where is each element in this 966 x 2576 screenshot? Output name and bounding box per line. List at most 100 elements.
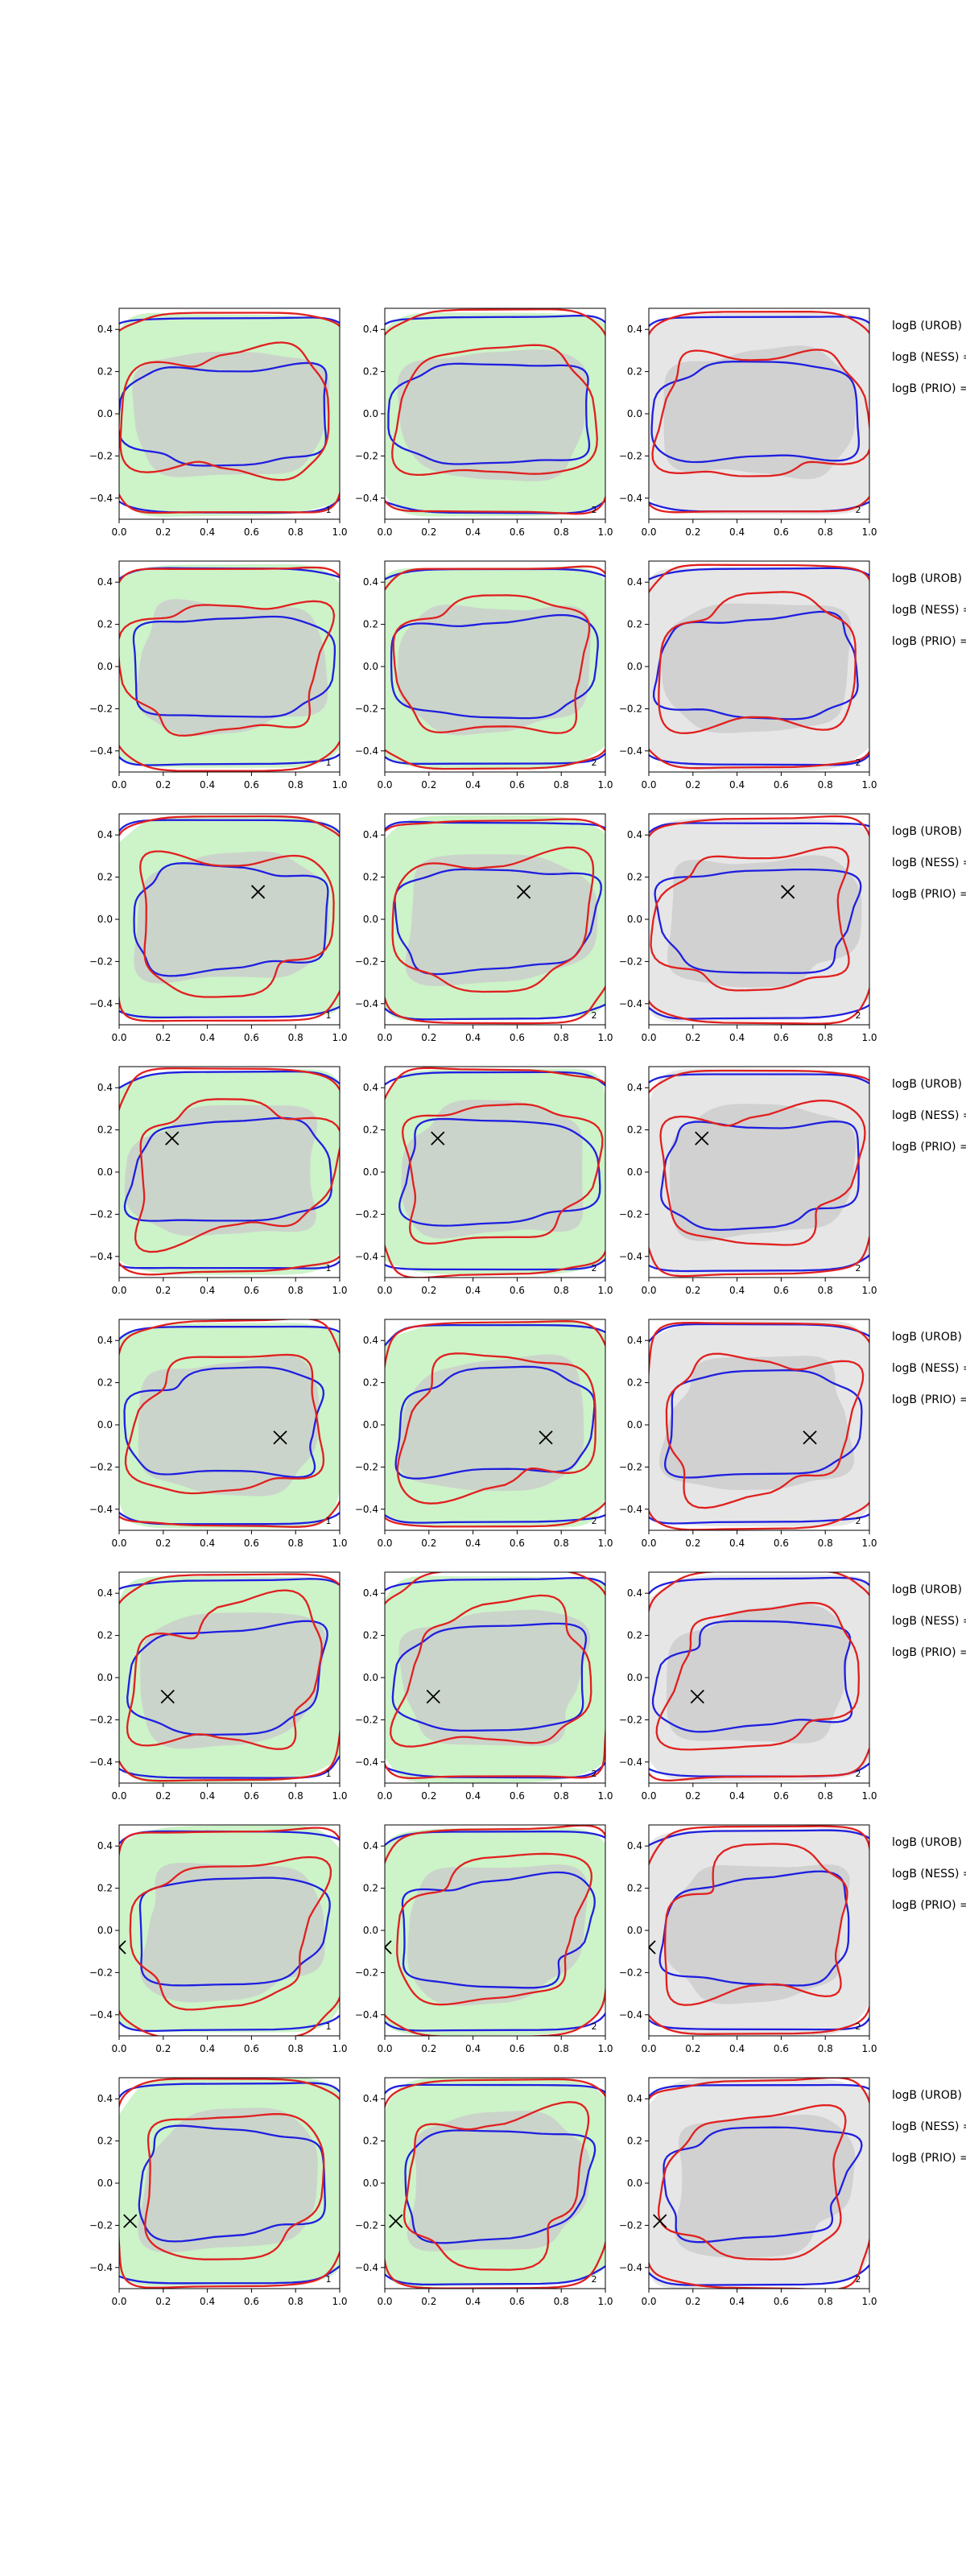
- y-tick-label: 0.2: [363, 366, 378, 378]
- inner-density-region: [397, 349, 588, 481]
- y-tick-label: 0.2: [627, 619, 642, 630]
- panel-corner-label: 2: [592, 1769, 597, 1779]
- logb-label: logB (PRIO) =: [892, 1141, 966, 1154]
- x-tick-label: 1.0: [597, 1032, 613, 1043]
- y-tick-label: 0.0: [627, 914, 642, 925]
- y-tick-label: 0.2: [363, 619, 378, 630]
- x-marker: [119, 1940, 126, 1955]
- y-tick-label: 0.2: [97, 1883, 113, 1894]
- x-tick-label: 0.2: [155, 1790, 171, 1802]
- x-marker: [803, 1430, 817, 1445]
- panel-r7-c3: 0.0 0.2 0.4 0.6 0.8 1.0 0.4 0.2 0.0 −0.2 −0.4 2: [619, 1824, 877, 2054]
- row-side-labels: logB (UROB) = logB (NESS) = logB (PRIO) =: [892, 1583, 966, 1659]
- blue-contour-outer: [119, 1830, 340, 2033]
- y-tick-label: 0.4: [627, 1840, 642, 1852]
- logb-label: logB (UROB) =: [892, 1836, 966, 1849]
- y-tick-label: 0.0: [363, 1672, 378, 1683]
- y-tick-label: 0.4: [363, 1587, 378, 1599]
- x-tick-label: 0.0: [377, 2043, 392, 2054]
- logb-label: logB (PRIO) =: [892, 382, 966, 395]
- red-contour-outer: [119, 1573, 340, 1782]
- red-contour-outer: [649, 1322, 869, 1530]
- blue-contour-inner: [650, 361, 861, 464]
- y-tick-label: 0.0: [363, 1166, 378, 1178]
- x-tick-label: 0.0: [111, 526, 126, 538]
- y-tick-label: −0.2: [619, 703, 642, 714]
- x-tick-label: 1.0: [332, 1790, 347, 1802]
- x-tick-label: 0.4: [729, 1538, 745, 1549]
- x-tick-label: 0.2: [421, 2296, 436, 2307]
- x-tick-label: 0.8: [554, 1285, 569, 1296]
- red-contour-inner: [144, 2113, 325, 2260]
- inner-density-region: [407, 1864, 588, 2006]
- y-tick-label: −0.4: [619, 493, 642, 504]
- x-marker: [649, 1940, 656, 1955]
- x-tick-label: 0.6: [510, 526, 525, 538]
- panel-r8-c3: 0.0 0.2 0.4 0.6 0.8 1.0 0.4 0.2 0.0 −0.2 −0.4 2: [619, 2077, 877, 2307]
- inner-density-region: [662, 603, 852, 733]
- x-tick-label: 0.6: [774, 779, 789, 791]
- red-contour-outer: [649, 2078, 869, 2289]
- x-tick-label: 0.4: [200, 779, 215, 791]
- blue-contour-inner: [390, 613, 599, 720]
- y-tick-label: −0.4: [89, 1504, 113, 1515]
- x-tick-label: 1.0: [332, 779, 347, 791]
- blue-contour-inner: [387, 362, 591, 465]
- red-contour-inner: [134, 1098, 340, 1253]
- red-contour-inner: [391, 344, 598, 477]
- x-tick-label: 1.0: [597, 2296, 613, 2307]
- x-tick-label: 0.0: [377, 526, 392, 538]
- x-tick-label: 0.4: [465, 1285, 481, 1296]
- x-tick-label: 0.8: [818, 526, 833, 538]
- logb-label: logB (NESS) =: [892, 1109, 966, 1122]
- x-tick-label: 0.4: [465, 2043, 481, 2054]
- y-tick-label: −0.4: [619, 1251, 642, 1262]
- y-tick-label: 0.2: [627, 366, 642, 378]
- x-tick-label: 1.0: [861, 2043, 877, 2054]
- x-tick-label: 0.2: [155, 779, 171, 791]
- inner-density-region: [669, 1104, 857, 1241]
- y-tick-label: −0.2: [89, 450, 113, 461]
- y-tick-label: 0.0: [97, 914, 113, 925]
- x-tick-label: 0.8: [554, 526, 569, 538]
- inner-density-region: [658, 1356, 855, 1490]
- logb-label: logB (UROB) =: [892, 320, 966, 332]
- panel-corner-label: 1: [326, 505, 332, 515]
- panel-r1-c2: 0.0 0.2 0.4 0.6 0.8 1.0 0.4 0.2 0.0 −0.2 −0.4 2: [355, 308, 613, 538]
- y-tick-label: 0.4: [627, 829, 642, 840]
- x-tick-label: 0.4: [200, 1032, 215, 1043]
- row-side-labels: logB (UROB) = logB (NESS) = logB (PRIO) =: [892, 320, 966, 395]
- y-tick-label: 0.2: [97, 1377, 113, 1389]
- x-tick-label: 0.8: [288, 1538, 303, 1549]
- x-tick-label: 0.0: [641, 526, 656, 538]
- y-tick-label: −0.2: [355, 1967, 378, 1978]
- y-tick-label: 0.0: [363, 661, 378, 672]
- x-tick-label: 0.8: [288, 2043, 303, 2054]
- logb-label: logB (UROB) =: [892, 1583, 966, 1596]
- y-tick-label: −0.4: [355, 1504, 378, 1515]
- y-tick-label: −0.2: [619, 1967, 642, 1978]
- red-contour-inner: [124, 1353, 325, 1495]
- blue-contour-inner: [401, 1871, 596, 1989]
- red-contour-outer: [649, 311, 869, 514]
- logb-label: logB (NESS) =: [892, 604, 966, 617]
- panel-corner-label: 1: [326, 1769, 332, 1779]
- blue-contour-outer: [119, 1578, 340, 1779]
- x-tick-label: 0.4: [200, 526, 215, 538]
- y-tick-label: −0.2: [89, 703, 113, 714]
- x-tick-label: 0.2: [685, 1538, 700, 1549]
- y-tick-label: −0.4: [619, 998, 642, 1009]
- x-tick-label: 1.0: [597, 1538, 613, 1549]
- blue-contour-inner: [119, 361, 328, 467]
- x-tick-label: 0.8: [288, 1790, 303, 1802]
- x-marker: [780, 885, 795, 899]
- x-tick-label: 0.4: [200, 2043, 215, 2054]
- x-tick-label: 0.0: [641, 1032, 656, 1043]
- y-tick-label: −0.2: [355, 2219, 378, 2231]
- red-contour-inner: [126, 1589, 323, 1750]
- y-tick-label: −0.2: [355, 1461, 378, 1472]
- x-tick-label: 0.0: [377, 1790, 392, 1802]
- panel-r1-c3: 0.0 0.2 0.4 0.6 0.8 1.0 0.4 0.2 0.0 −0.2 −0.4 2: [619, 308, 877, 538]
- red-contour-outer: [119, 1319, 340, 1528]
- x-marker: [165, 1131, 180, 1146]
